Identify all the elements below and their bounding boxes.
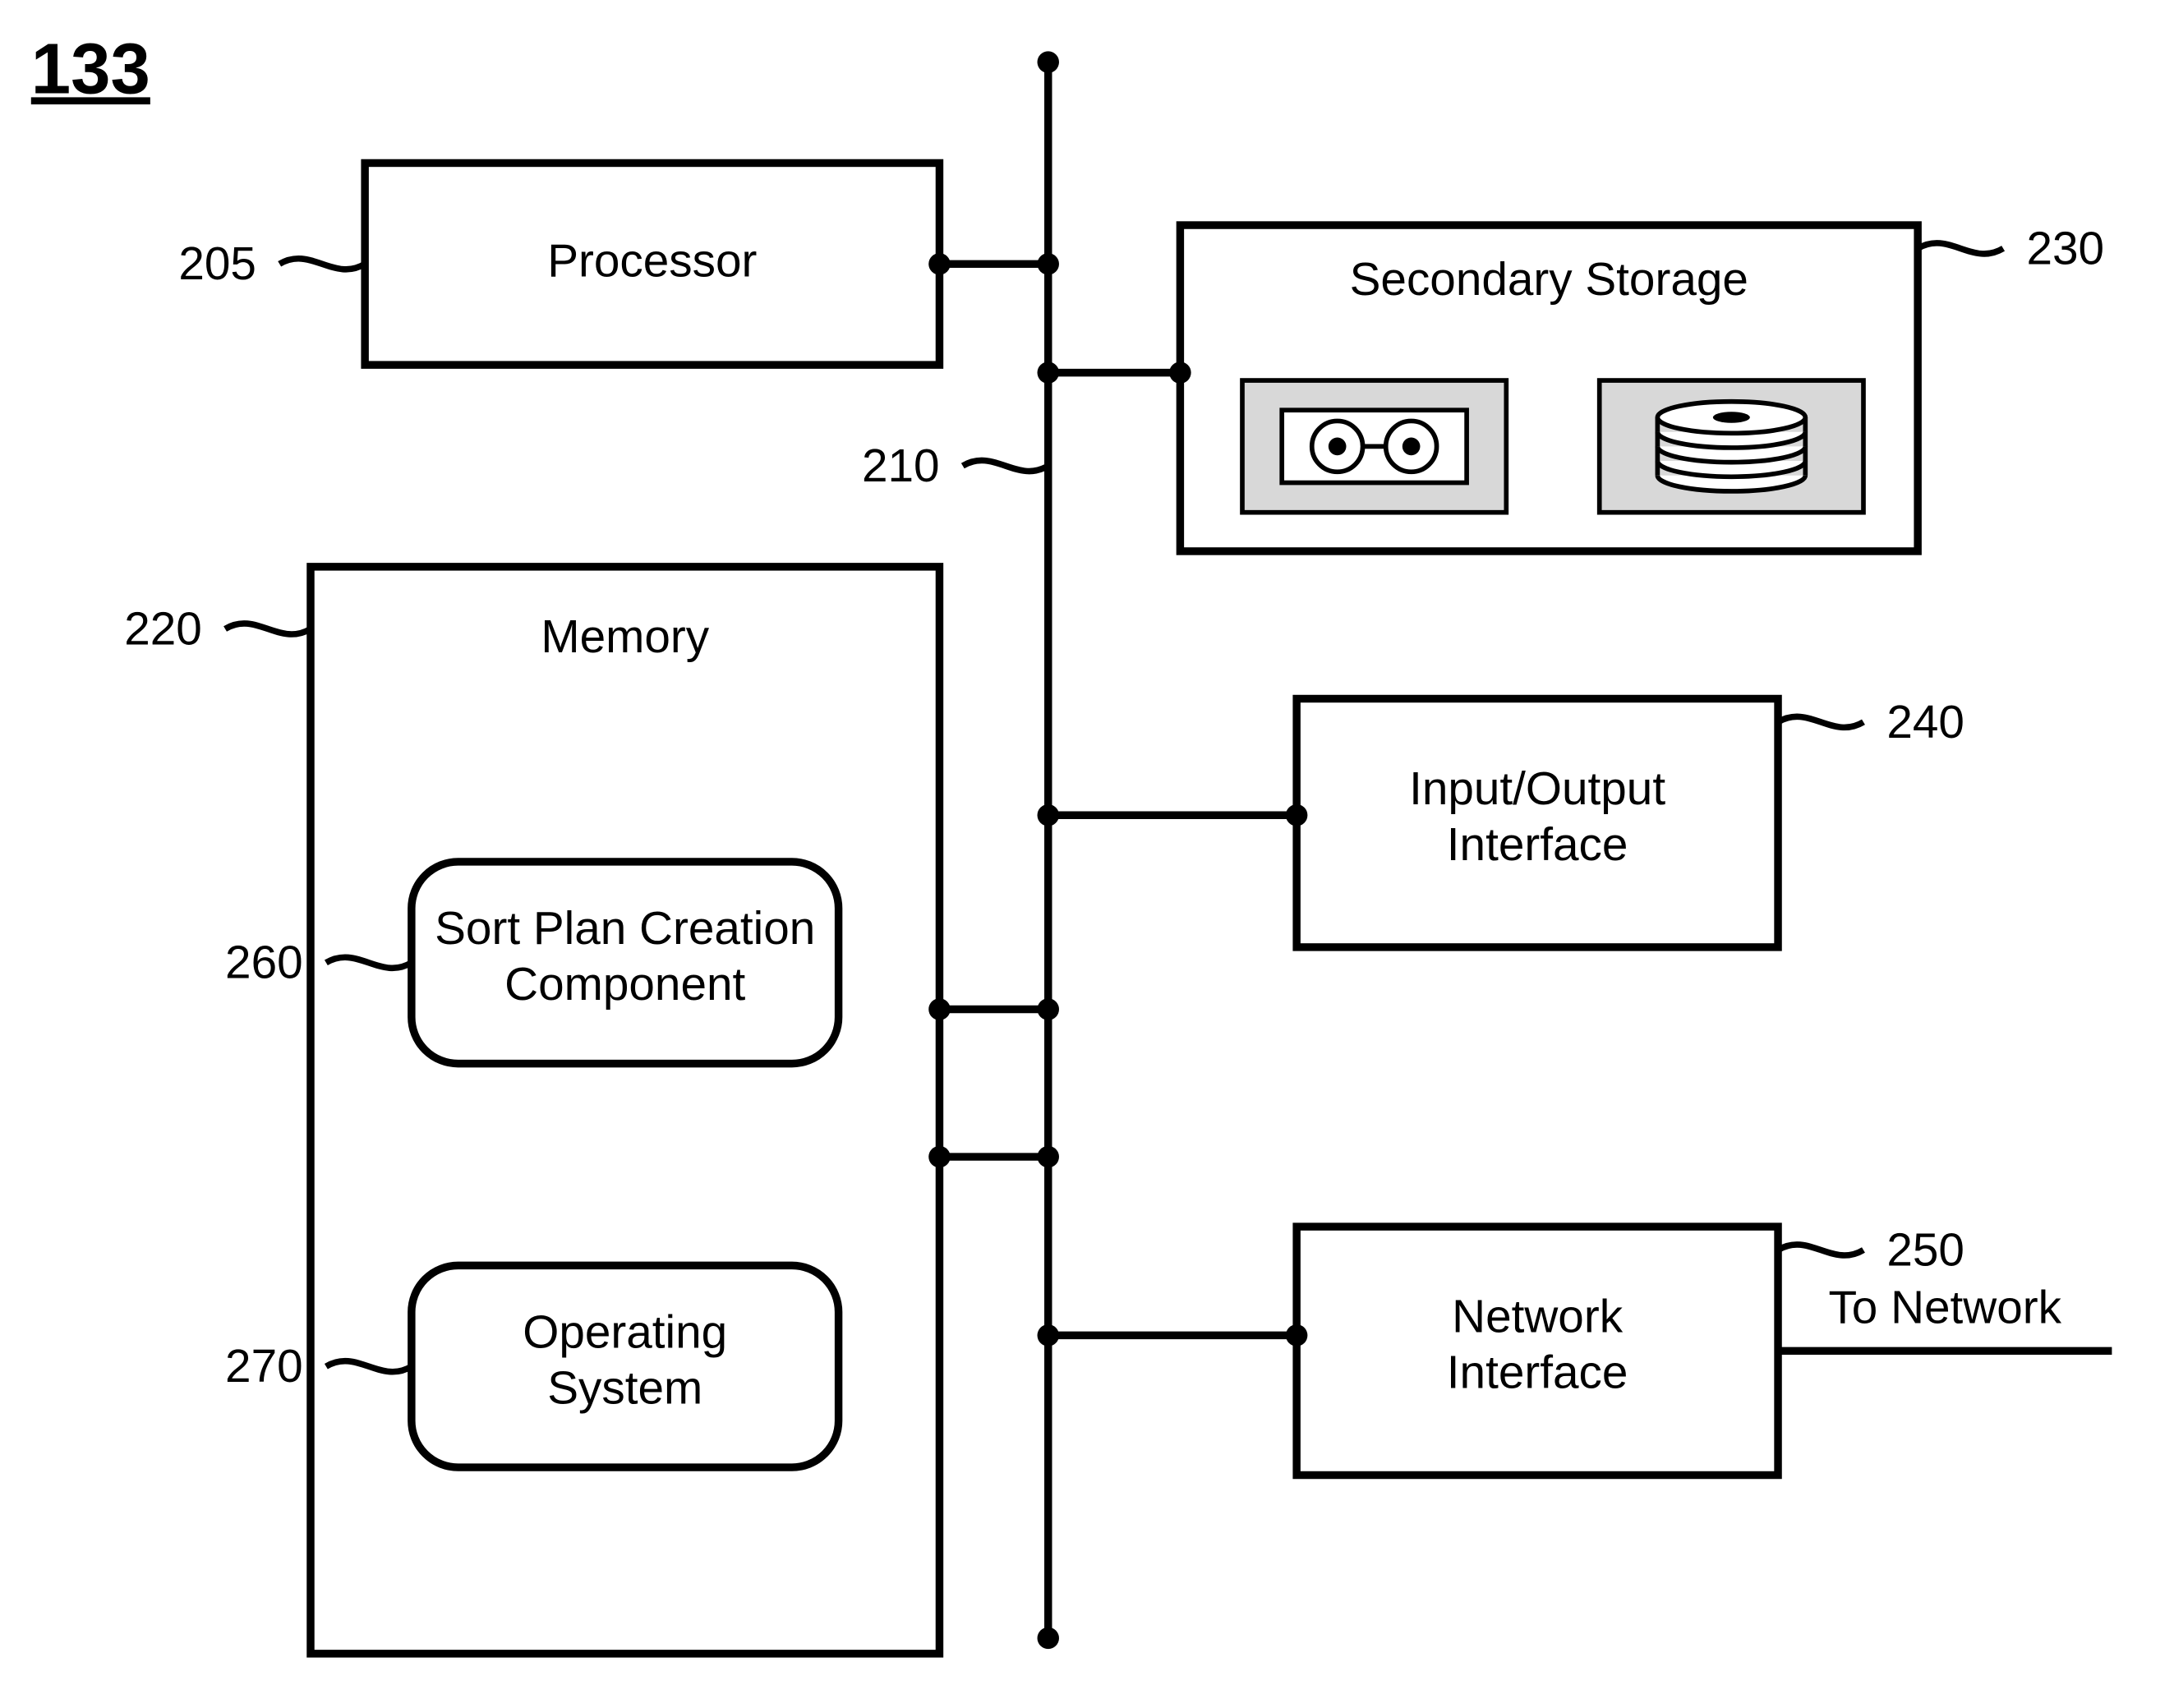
os-label-line2: System — [547, 1363, 702, 1415]
io-label-line1: Input/Output — [1409, 763, 1665, 815]
net-label-line2: Interface — [1447, 1347, 1628, 1399]
system-bus — [1038, 51, 1059, 1649]
block-diagram: 133 Processor Memory Sort Plan Creation … — [0, 0, 2174, 1708]
io-label-line2: Interface — [1447, 819, 1628, 871]
memory-label: Memory — [541, 611, 709, 663]
svg-text:220: 220 — [124, 603, 202, 655]
os-label-line1: Operating — [523, 1307, 727, 1359]
network-interface-block: Network Interface — [1297, 1227, 1778, 1475]
svg-text:270: 270 — [225, 1341, 303, 1393]
processor-block: Processor — [365, 163, 939, 365]
secondary-storage-label: Secondary Storage — [1350, 254, 1748, 306]
sort-plan-label-line1: Sort Plan Creation — [435, 903, 815, 955]
memory-block: Memory Sort Plan Creation Component Oper… — [311, 567, 939, 1654]
svg-text:205: 205 — [178, 238, 256, 290]
io-interface-block: Input/Output Interface — [1297, 699, 1778, 947]
processor-label: Processor — [547, 235, 757, 287]
to-network-label: To Network — [1828, 1282, 2061, 1333]
operating-system-component: Operating System — [412, 1265, 839, 1467]
svg-text:210: 210 — [862, 440, 940, 492]
disk-icon — [1600, 380, 1863, 513]
svg-text:260: 260 — [225, 937, 303, 989]
svg-text:240: 240 — [1886, 697, 1964, 748]
svg-text:250: 250 — [1886, 1224, 1964, 1276]
figure-number: 133 — [31, 29, 150, 108]
tape-icon — [1242, 380, 1506, 513]
sort-plan-component: Sort Plan Creation Component — [412, 862, 839, 1064]
secondary-storage-block: Secondary Storage — [1180, 225, 1918, 551]
sort-plan-label-line2: Component — [504, 959, 745, 1011]
svg-text:230: 230 — [2026, 223, 2104, 274]
net-label-line1: Network — [1452, 1291, 1624, 1343]
